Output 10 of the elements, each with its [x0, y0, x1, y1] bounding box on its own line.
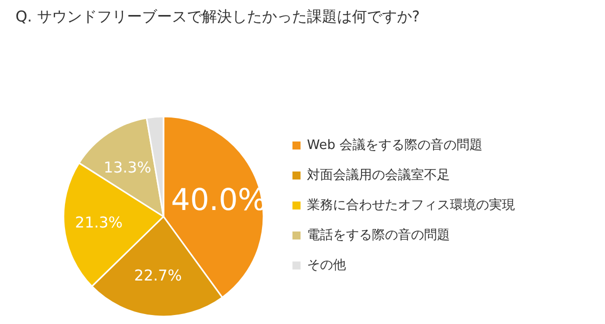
- legend-label: その他: [307, 257, 346, 274]
- legend-label: 業務に合わせたオフィス環境の実現: [307, 197, 515, 214]
- data-label: 22.7%: [134, 266, 182, 284]
- legend-label: Web 会議をする際の音の問題: [307, 137, 482, 154]
- data-label: 21.3%: [75, 214, 123, 232]
- chart-title: Q. サウンドフリーブースで解決したかった課題は何ですか?: [16, 8, 420, 26]
- legend-label: 対面会議用の会議室不足: [307, 167, 450, 184]
- data-label: 13.3%: [104, 158, 152, 176]
- data-label: 40.0%: [171, 182, 266, 218]
- legend-label: 電話をする際の音の問題: [307, 227, 450, 244]
